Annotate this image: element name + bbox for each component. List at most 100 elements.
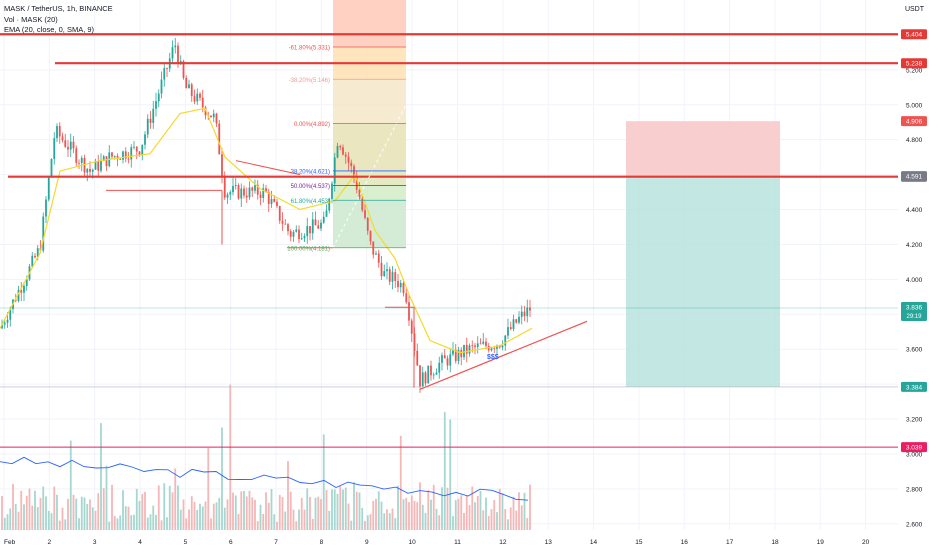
candle-body <box>229 192 232 195</box>
volume-bar <box>94 510 97 530</box>
price-badges: 5.4045.2384.5883.0394.9064.5913.83629:19… <box>901 29 927 453</box>
volume-bar <box>64 519 67 530</box>
volume-bar <box>17 511 20 530</box>
volume-bar <box>100 423 102 530</box>
volume-bar <box>303 509 306 530</box>
volume-bar <box>388 513 391 530</box>
liquidity-label: $$$ <box>487 354 499 361</box>
candles <box>1 37 531 393</box>
trendlines[interactable]: $$$ <box>106 104 588 390</box>
candle-body <box>50 159 53 178</box>
candle-body <box>223 175 226 198</box>
volume-bar <box>108 521 111 530</box>
volume-bar <box>14 503 17 530</box>
candle-body <box>31 255 34 267</box>
volume-bar <box>413 500 416 530</box>
volume-bar <box>344 487 347 530</box>
volume-bar <box>174 468 177 530</box>
volume-bar <box>201 506 204 530</box>
volume-bar <box>61 507 64 530</box>
candle-body <box>20 290 23 293</box>
volume-bar <box>487 516 490 530</box>
candle-body <box>358 189 361 199</box>
price-tick-label: 2.600 <box>906 521 923 528</box>
volume-bar <box>182 499 185 530</box>
candle-body <box>465 344 468 354</box>
volume-bar <box>278 494 281 530</box>
volume-bar <box>402 499 405 530</box>
candle-body <box>155 101 157 109</box>
volume-bar <box>265 492 267 530</box>
ema-indicator-label[interactable]: EMA (20, close, 0, SMA, 9) <box>4 25 95 34</box>
volume-bar <box>31 505 34 530</box>
volume-bar <box>309 496 311 530</box>
candle-body <box>416 350 419 366</box>
candle-body <box>97 161 100 171</box>
candle-body <box>482 341 485 344</box>
candle-body <box>518 316 520 323</box>
volume-bar <box>408 502 410 530</box>
candle-body <box>397 280 399 288</box>
volume-bar <box>229 384 232 530</box>
candle-body <box>526 307 529 317</box>
volume-bar <box>295 521 298 530</box>
candle-body <box>193 96 196 102</box>
candle-body <box>116 155 119 160</box>
price-tick-label: 4.800 <box>906 137 923 144</box>
candle-body <box>89 168 91 172</box>
drawing-boxes[interactable] <box>333 0 780 387</box>
fibonacci-retracement[interactable]: -61.80%(5.331) -38.20%(5.146) 0.00%(4.892)… <box>287 45 406 252</box>
price-axis-bg <box>898 0 932 550</box>
candle-body <box>402 282 405 294</box>
candle-body <box>490 348 493 351</box>
volume-bar <box>36 507 39 530</box>
candle-body <box>127 158 130 160</box>
volume-bar <box>493 500 496 530</box>
volume-bar <box>273 514 276 530</box>
volume-bar <box>237 513 240 530</box>
candle-body <box>237 185 240 199</box>
volume-bar <box>6 514 9 530</box>
volume-bar <box>474 502 476 530</box>
candle-body <box>102 156 105 161</box>
candle-body <box>56 126 58 139</box>
fib-zone-0-382 <box>333 123 406 171</box>
volume-bar <box>199 503 201 530</box>
time-axis[interactable]: Feb 2 3 4 5 6 7 8 9 10 11 12 13 14 15 16 17 18 19 20 <box>4 539 870 546</box>
volume-bar <box>163 483 166 530</box>
volume-bar <box>204 501 207 530</box>
candle-body <box>408 302 410 321</box>
candle-body <box>347 156 350 163</box>
volume-bar <box>226 499 229 530</box>
fib-extension-zone-top <box>333 0 406 47</box>
candle-body <box>215 113 218 124</box>
horizontal-levels[interactable] <box>0 33 898 448</box>
time-tick-label: 5 <box>184 539 188 546</box>
candle-body <box>199 93 201 98</box>
candle-body <box>17 290 20 301</box>
price-badge-label: 5.238 <box>906 61 923 68</box>
volume-bar <box>56 494 58 530</box>
candle-body <box>424 372 427 384</box>
price-badge <box>901 302 927 321</box>
volume-bar <box>105 465 108 530</box>
volume-bar <box>86 504 89 530</box>
candle-body <box>190 84 193 97</box>
volume-bar <box>449 419 452 530</box>
volume-bar <box>454 500 457 530</box>
time-tick-label: 13 <box>545 539 553 546</box>
candle-body <box>42 216 45 251</box>
time-tick-label: Feb <box>4 539 16 546</box>
candle-body <box>344 154 347 157</box>
symbol-title[interactable]: MASK / TetherUS, 1h, BINANCE <box>4 4 113 13</box>
volume-bar <box>292 509 295 530</box>
candle-body <box>446 358 449 366</box>
volume-indicator-label[interactable]: Vol · MASK (20) <box>4 14 58 24</box>
candle-body <box>476 343 479 348</box>
volume-bar <box>23 504 25 530</box>
price-badge <box>901 29 927 40</box>
volume-bar <box>270 489 273 530</box>
price-axis[interactable]: 5.2005.0004.8004.6004.4004.2004.0003.800… <box>898 0 932 550</box>
